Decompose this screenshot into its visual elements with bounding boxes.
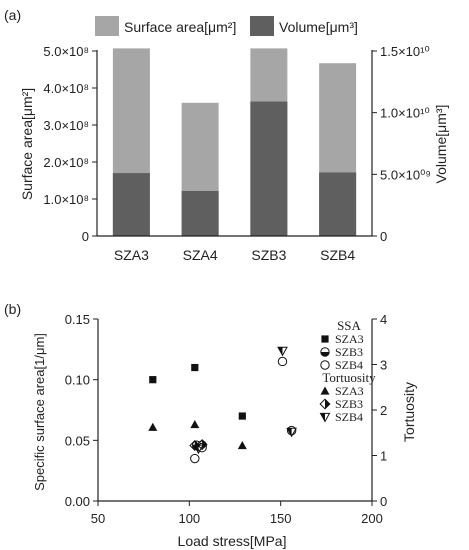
point-ssa-sza3-0-shape [149,376,157,384]
y-tick-label: 0.10 [65,373,90,388]
y-tick-label: 2.0×10⁸ [43,155,89,170]
point-tortuosity-sza3-0 [148,422,158,431]
panel-b-ylabel: Specific surface area[1/μm] [32,333,47,491]
point-tortuosity-sza3-1 [190,420,200,429]
point-ssa-szb4-0 [190,453,200,464]
y-tick-label: 5.0×10⁸ [43,44,89,59]
legend-label-ssa-szb3: SZB3 [335,345,363,359]
legend-marker-ssa-szb3-shape [320,347,330,357]
legend-label-tortuosity-sza3: SZA3 [335,384,364,398]
panel-b-label: (b) [4,301,21,317]
point-ssa-szb4-2 [277,356,288,367]
legend-label-surface-area: Surface area[μm²] [124,19,236,35]
legend-swatch-volume [250,16,274,36]
bar-volume-sza3 [112,173,150,236]
legend-label-tortuosity-szb4: SZB4 [335,410,363,424]
y2-tick-label: 0 [380,229,387,244]
x-tick-label-szb3: SZB3 [251,247,286,263]
panel-a-label: (a) [4,7,21,23]
point-ssa-sza3-0 [149,376,157,384]
y2-tick-label: 5.0×10⁰⁹ [380,167,431,182]
y-tick-label: 1.0×10⁸ [43,192,89,207]
panel-b-y2label: Tortuosity [401,382,417,442]
y-tick-label: 0.05 [65,433,90,448]
panel-b-axes: 50 100 150 200 0.00 0.05 0.10 0.15 0 1 2 3 4 [65,312,388,526]
point-tortuosity-szb4-1 [277,346,288,357]
panel-a-axes: SZA3 SZA4 SZB3 SZB4 0 1.0×10⁸ 2.0×10⁸ 3.0×10⁸ 4.… [43,44,431,263]
legend-marker-tortuosity-sza3 [320,386,330,395]
legend-title-ssa: SSA [337,318,361,333]
point-tortuosity-szb3-1-shape [196,439,208,451]
y2-tick-label: 2 [380,403,387,418]
legend-label-tortuosity-szb3: SZB3 [335,397,363,411]
panel-a-bars [112,48,357,237]
legend-marker-tortuosity-szb3-shape [319,398,331,410]
legend-label-ssa-sza3: SZA3 [335,332,364,346]
legend-marker-ssa-szb4-shape [320,360,330,370]
legend-title-tortuosity: Tortuosity [322,370,376,385]
y-tick-label: 3.0×10⁸ [43,118,89,133]
point-ssa-sza3-1-shape [191,363,199,372]
x-tick-label-szb4: SZB4 [320,247,355,263]
panel-a-y2label: Volume[μm³] [433,105,449,184]
legend-marker-tortuosity-sza3-shape [320,386,330,395]
bar-volume-szb3 [250,101,288,236]
panel-b-xlabel: Load stress[MPa] [178,533,287,549]
legend-marker-ssa-sza3 [321,335,329,343]
x-tick-label: 150 [270,511,292,526]
y2-tick-label: 0 [380,494,387,509]
y-tick-label: 0.15 [65,312,90,327]
point-tortuosity-szb3-1-fill [202,439,207,450]
legend-marker-tortuosity-szb4-shape [319,412,331,423]
x-tick-label-sza4: SZA4 [183,247,218,263]
point-tortuosity-szb3-1 [196,439,208,451]
legend-marker-tortuosity-szb3 [319,398,331,410]
legend-marker-ssa-szb3-fill [320,352,330,357]
point-tortuosity-sza3-1-shape [190,420,200,429]
bar-volume-sza4 [181,190,219,236]
point-tortuosity-sza3-0-shape [148,422,158,431]
y2-tick-label: 1.5×10¹⁰ [380,44,430,59]
point-ssa-szb4-0-shape [190,453,200,464]
legend-swatch-surface-area [95,16,119,36]
point-ssa-sza3-2-shape [238,412,246,420]
panel-b: (b) 50 100 150 200 0.00 0.05 0.10 0.15 0 1 2 3 4 SSA… [4,301,417,549]
point-tortuosity-szb4-0 [193,444,204,455]
point-tortuosity-szb4-2 [286,427,297,438]
point-tortuosity-sza3-2-shape [237,440,247,450]
point-tortuosity-sza3-2 [237,440,247,450]
x-tick-label: 50 [91,511,105,526]
legend-marker-ssa-sza3-shape [321,335,329,343]
legend-label-ssa-szb4: SZB4 [335,358,363,372]
y2-tick-label: 4 [380,312,387,327]
panel-a: (a) Surface area[μm²] Volume[μm³] SZA3 SZ… [4,7,449,263]
point-tortuosity-szb4-0-shape [193,444,204,455]
panel-b-points [148,346,297,464]
panel-a-legend: Surface area[μm²] Volume[μm³] [95,16,358,36]
y2-tick-label: 1 [380,449,387,464]
legend-marker-ssa-szb4 [320,360,330,370]
point-ssa-sza3-1 [191,363,199,372]
bar-volume-szb4 [319,172,357,236]
legend-marker-tortuosity-szb3-fill [325,399,330,409]
point-ssa-sza3-2 [238,412,246,420]
point-tortuosity-szb4-2-shape [286,427,297,438]
panel-a-ylabel: Surface area[μm²] [19,88,35,200]
x-tick-label: 100 [178,511,200,526]
y2-tick-label: 3 [380,358,387,373]
legend-label-volume: Volume[μm³] [279,19,358,35]
legend-marker-tortuosity-szb4 [319,412,331,423]
y-tick-label: 0.00 [65,494,90,509]
legend-marker-ssa-szb3 [320,347,330,357]
y2-tick-label: 1.0×10¹⁰ [380,106,430,121]
x-tick-label: 200 [361,511,383,526]
y-tick-label: 4.0×10⁸ [43,81,89,96]
y-tick-label: 0 [82,229,89,244]
point-tortuosity-szb4-1-shape [277,346,288,357]
x-tick-label-sza3: SZA3 [114,247,149,263]
point-ssa-szb4-2-shape [277,356,288,367]
